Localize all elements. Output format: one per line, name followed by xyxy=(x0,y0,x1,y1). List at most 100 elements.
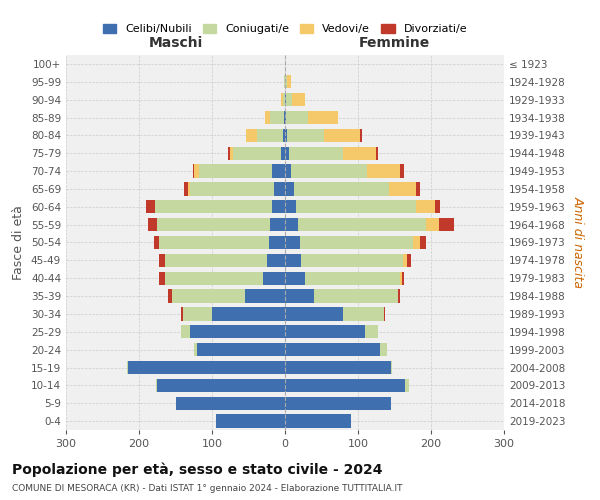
Bar xyxy=(403,254,407,267)
Bar xyxy=(367,164,400,178)
Bar xyxy=(164,254,267,267)
Bar xyxy=(283,93,285,106)
Bar xyxy=(157,378,285,392)
Bar xyxy=(413,236,420,249)
Bar xyxy=(168,290,172,303)
Bar xyxy=(292,93,305,106)
Bar xyxy=(299,236,413,249)
Bar xyxy=(285,396,391,410)
Bar xyxy=(285,111,286,124)
Bar xyxy=(305,272,400,285)
Bar xyxy=(285,75,287,88)
Bar xyxy=(156,378,157,392)
Bar xyxy=(286,111,308,124)
Bar xyxy=(188,182,190,196)
Bar xyxy=(263,272,285,285)
Bar xyxy=(183,307,212,320)
Bar xyxy=(257,128,283,142)
Y-axis label: Fasce di età: Fasce di età xyxy=(13,205,25,280)
Text: Maschi: Maschi xyxy=(148,36,203,50)
Bar xyxy=(160,272,164,285)
Bar xyxy=(291,164,367,178)
Bar xyxy=(301,254,403,267)
Bar xyxy=(298,218,426,232)
Bar xyxy=(164,272,263,285)
Text: Popolazione per età, sesso e stato civile - 2024: Popolazione per età, sesso e stato civil… xyxy=(12,462,383,477)
Bar xyxy=(285,164,291,178)
Bar xyxy=(271,111,284,124)
Bar xyxy=(323,128,360,142)
Y-axis label: Anni di nascita: Anni di nascita xyxy=(572,196,585,288)
Bar xyxy=(380,343,387,356)
Bar xyxy=(434,200,440,213)
Bar xyxy=(400,164,404,178)
Bar xyxy=(391,361,392,374)
Bar xyxy=(271,218,285,232)
Bar xyxy=(383,307,385,320)
Bar xyxy=(426,218,439,232)
Bar xyxy=(146,200,155,213)
Bar xyxy=(157,218,271,232)
Bar xyxy=(281,93,283,106)
Bar xyxy=(416,182,420,196)
Bar xyxy=(247,128,257,142)
Bar xyxy=(287,128,323,142)
Bar xyxy=(181,307,183,320)
Text: COMUNE DI MESORACA (KR) - Dati ISTAT 1° gennaio 2024 - Elaborazione TUTTITALIA.I: COMUNE DI MESORACA (KR) - Dati ISTAT 1° … xyxy=(12,484,403,493)
Bar xyxy=(128,361,285,374)
Bar xyxy=(283,128,285,142)
Bar xyxy=(233,146,281,160)
Bar xyxy=(407,254,410,267)
Bar xyxy=(287,75,291,88)
Bar xyxy=(194,343,197,356)
Bar xyxy=(285,290,314,303)
Bar xyxy=(272,164,285,178)
Bar xyxy=(289,146,343,160)
Bar xyxy=(365,325,379,338)
Bar xyxy=(343,146,376,160)
Bar xyxy=(269,236,285,249)
Bar xyxy=(272,200,285,213)
Bar xyxy=(212,307,285,320)
Bar xyxy=(284,75,285,88)
Bar xyxy=(416,200,434,213)
Bar xyxy=(285,146,289,160)
Bar xyxy=(285,236,299,249)
Bar xyxy=(285,200,296,213)
Bar xyxy=(389,182,416,196)
Bar xyxy=(285,361,391,374)
Bar xyxy=(285,307,343,320)
Bar xyxy=(294,182,389,196)
Bar xyxy=(286,93,292,106)
Bar xyxy=(274,182,285,196)
Bar xyxy=(172,290,245,303)
Bar xyxy=(285,218,298,232)
Bar xyxy=(439,218,454,232)
Bar xyxy=(376,146,378,160)
Bar xyxy=(285,128,287,142)
Bar xyxy=(230,146,233,160)
Bar xyxy=(285,254,301,267)
Bar xyxy=(194,164,199,178)
Bar xyxy=(402,272,404,285)
Bar xyxy=(285,414,350,428)
Text: Femmine: Femmine xyxy=(359,36,430,50)
Bar xyxy=(190,182,274,196)
Bar xyxy=(155,200,272,213)
Bar xyxy=(127,361,128,374)
Bar xyxy=(285,378,406,392)
Bar xyxy=(285,343,380,356)
Bar xyxy=(245,290,285,303)
Bar xyxy=(184,182,188,196)
Bar xyxy=(215,414,285,428)
Bar xyxy=(154,236,160,249)
Bar xyxy=(285,272,305,285)
Bar xyxy=(296,200,416,213)
Bar xyxy=(193,164,194,178)
Bar xyxy=(197,343,285,356)
Bar xyxy=(148,218,157,232)
Bar xyxy=(400,272,402,285)
Bar xyxy=(159,254,164,267)
Bar xyxy=(228,146,230,160)
Bar xyxy=(265,111,271,124)
